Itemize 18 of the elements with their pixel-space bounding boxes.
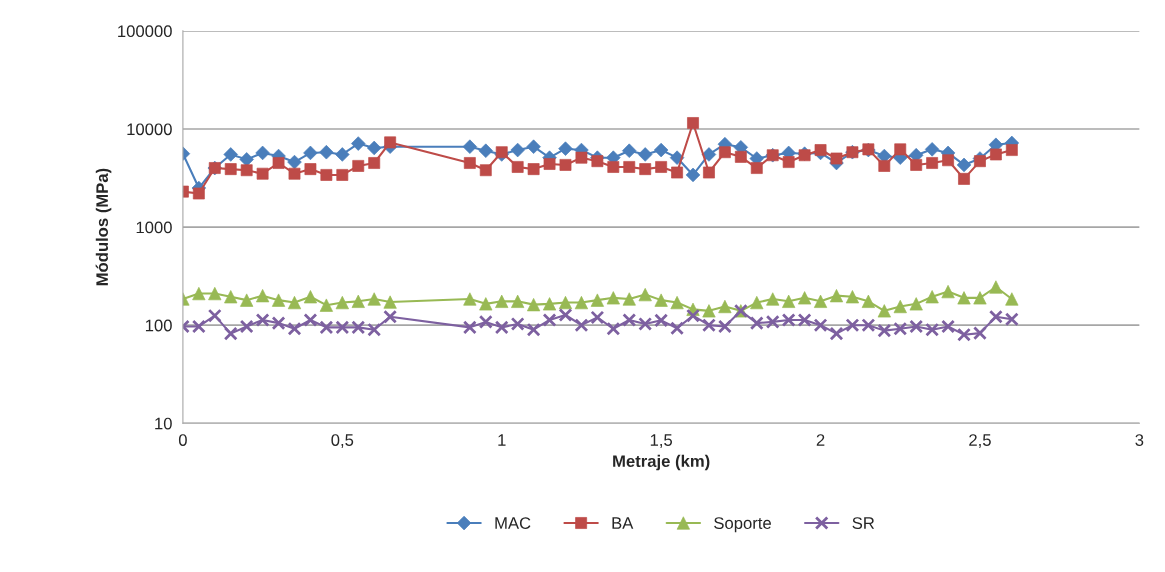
y-tick-label: 10000 bbox=[127, 123, 172, 136]
x-tick-label: 1,5 bbox=[650, 434, 673, 448]
x-tick-label: 3 bbox=[1135, 434, 1144, 446]
y-tick-label: 10 bbox=[155, 417, 172, 430]
x-tick-label: 2,5 bbox=[969, 434, 991, 448]
x-tick-label: 1 bbox=[498, 434, 506, 446]
x-axis-title: Metraje (km) bbox=[613, 454, 710, 471]
x-tick-label: 0 bbox=[178, 434, 187, 446]
x-tick-label: 0,5 bbox=[331, 434, 354, 448]
y-tick-label: 1000 bbox=[136, 221, 172, 234]
legend-label: SR bbox=[852, 517, 875, 529]
y-tick-label: 100 bbox=[145, 319, 172, 332]
y-tick-label: 100000 bbox=[118, 25, 172, 38]
x-tick-label: 2 bbox=[816, 434, 825, 446]
legend-label: Soporte bbox=[714, 517, 771, 533]
legend-label: BA bbox=[612, 517, 634, 529]
legend-label: MAC bbox=[495, 517, 531, 529]
y-axis-title: Módulos (MPa) bbox=[95, 168, 112, 286]
